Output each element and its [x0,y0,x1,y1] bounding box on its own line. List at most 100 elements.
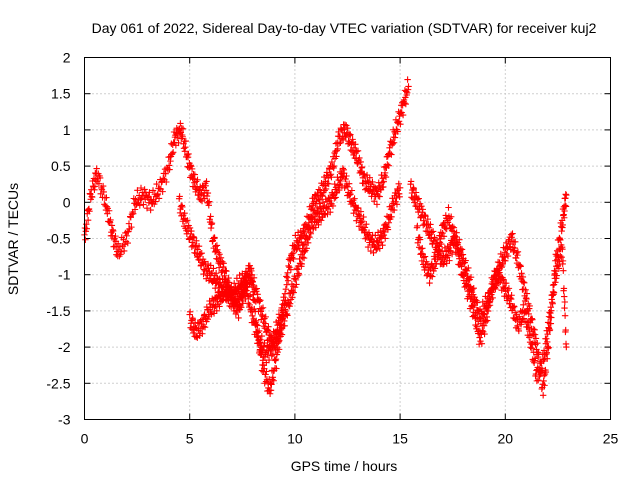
data-point [215,264,223,271]
data-point [459,260,467,267]
data-point [370,249,377,256]
data-point [184,217,191,224]
data-point [429,273,436,280]
data-point [450,224,458,231]
data-point [91,183,99,190]
data-point [272,355,280,363]
data-point [563,343,570,351]
data-point [511,303,518,310]
data-point [485,302,492,310]
data-point [446,215,454,222]
data-point [272,336,279,343]
data-point [210,235,217,242]
data-point [82,236,89,243]
data-point [549,292,556,299]
data-point [418,257,426,265]
data-point [188,165,196,173]
data-point [384,161,391,168]
data-point [84,217,92,224]
data-point [427,221,434,228]
data-point [283,273,290,280]
data-point [318,217,325,224]
data-point [536,359,544,367]
data-point [152,198,159,205]
data-point [561,202,569,209]
data-point [490,285,497,293]
data-point [505,285,513,292]
data-point [257,336,264,344]
data-point [545,344,552,351]
data-point [393,201,401,208]
data-point [394,128,401,135]
data-point [462,270,469,278]
data-point [303,245,310,252]
data-point [373,201,381,208]
data-point [123,232,130,240]
data-point [558,253,565,261]
data-point [257,308,264,315]
data-point [262,313,269,321]
data-point [544,355,551,362]
data-point [431,265,439,272]
data-point [218,297,226,304]
data-point [348,140,355,147]
y-tick-label: -2 [58,339,71,355]
data-point [454,246,462,254]
data-point [293,246,300,254]
data-point [289,249,297,257]
data-point [448,250,456,258]
data-point [143,205,151,212]
data-point [223,279,230,286]
data-point [281,300,288,307]
data-point [386,144,393,152]
data-point [153,180,160,188]
data-point [121,241,128,248]
data-point [294,229,302,236]
data-point [533,377,541,385]
data-point [307,230,315,237]
series-sdtvar-track-a [81,76,412,397]
data-point [502,257,509,265]
data-point [185,150,192,158]
data-point [192,324,199,331]
data-point [275,346,283,353]
data-point [457,245,464,253]
data-point [207,213,214,220]
data-point [255,327,263,335]
data-point [523,290,531,297]
data-point [137,184,145,192]
data-point [384,226,392,233]
data-point [433,260,440,268]
y-tick-label: 1 [63,122,71,138]
data-point [377,238,385,246]
data-point [268,346,275,353]
data-point [473,323,481,330]
data-point [258,305,265,312]
data-point [327,208,334,216]
data-point [268,381,275,388]
data-point [241,291,248,298]
data-point [323,169,331,176]
data-point [549,282,557,289]
data-point [267,347,274,355]
data-point [120,247,128,255]
data-point [217,254,225,262]
data-point [422,227,430,235]
data-point [259,304,267,311]
data-point [514,248,522,256]
data-point [189,239,196,246]
data-point [562,203,570,210]
data-point [341,121,349,128]
data-point [238,294,245,301]
data-point [531,331,539,338]
data-point [499,260,506,268]
data-point [420,254,427,261]
data-point [353,148,360,155]
data-point [95,180,103,187]
data-point [535,377,542,384]
data-point [418,202,425,210]
data-point [154,190,162,198]
data-point [542,368,550,376]
data-point [282,286,290,293]
data-point [100,188,107,196]
